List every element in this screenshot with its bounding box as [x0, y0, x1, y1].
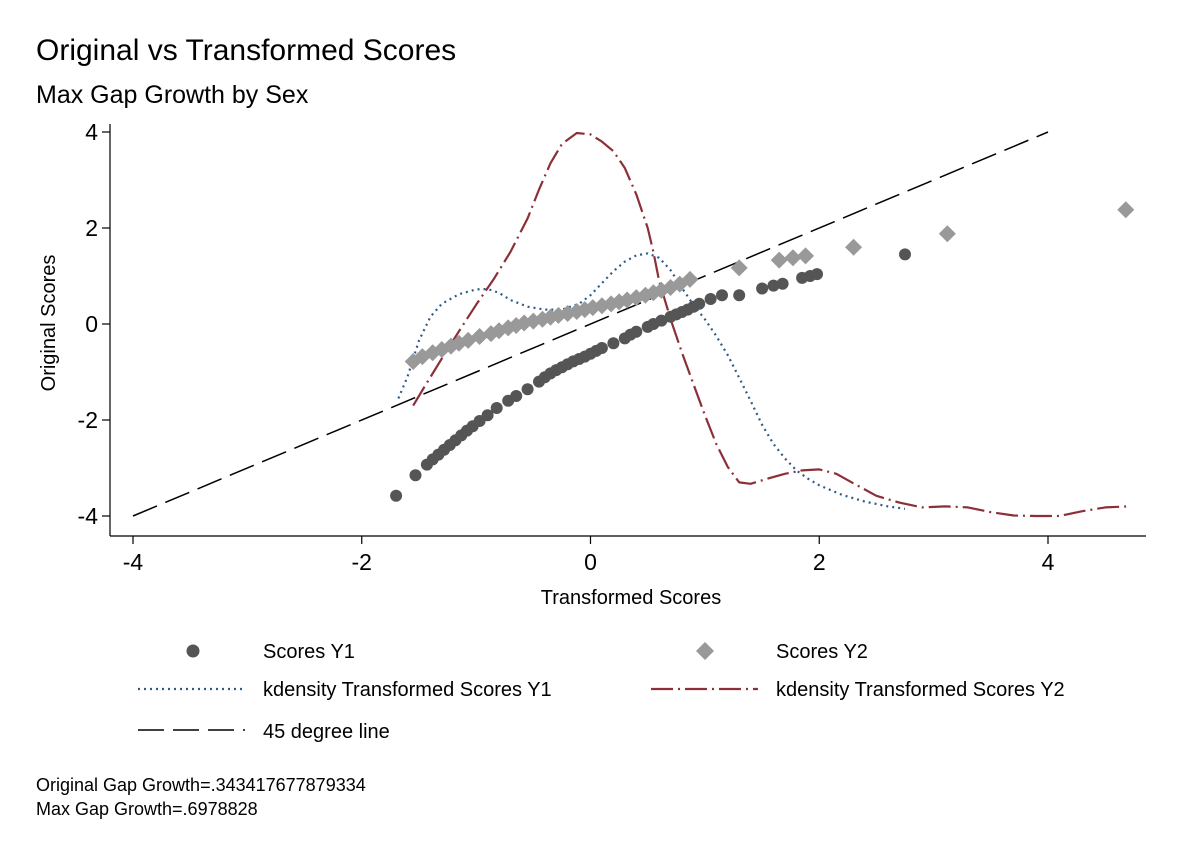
- point-scores-y1-0: [390, 489, 403, 502]
- legend-item-45-degree-line: 45 degree line: [138, 721, 390, 743]
- point-scores-y2-34: [784, 249, 802, 267]
- point-scores-y1-28: [595, 342, 608, 354]
- point-scores-y1-42: [704, 293, 717, 305]
- x-tick-label-3: 2: [813, 549, 826, 575]
- y-tick-label-1: -2: [78, 407, 98, 433]
- point-scores-y1-43: [716, 289, 728, 302]
- point-scores-y1-51: [899, 248, 911, 261]
- point-scores-y1-29: [607, 337, 620, 350]
- legend-label-scores-y2: Scores Y2: [776, 641, 868, 663]
- axes: -4 -2 0 2 4 -4 -2 0 2 4: [78, 119, 1146, 575]
- point-scores-y2-10: [499, 319, 517, 337]
- legend-label-kdensity-y1: kdensity Transformed Scores Y1: [263, 679, 552, 701]
- y-tick-label-2: 0: [85, 311, 98, 337]
- series-line-4: [132, 131, 1049, 517]
- y-tick-label-4: 4: [85, 119, 98, 145]
- y-axis-title: Original Scores: [38, 255, 60, 392]
- point-scores-y1-46: [767, 279, 780, 292]
- legend-item-kdensity-y1: kdensity Transformed Scores Y1: [138, 679, 552, 701]
- point-scores-y1-13: [490, 402, 503, 414]
- y-tick-label-0: -4: [78, 503, 99, 529]
- point-scores-y2-36: [845, 238, 863, 256]
- point-scores-y2-37: [938, 225, 956, 243]
- x-tick-label-4: 4: [1042, 549, 1055, 575]
- legend-label-kdensity-y2: kdensity Transformed Scores Y2: [776, 679, 1065, 701]
- chart-title: Original vs Transformed Scores: [36, 34, 456, 67]
- plot-area: [132, 131, 1135, 518]
- series-line-3: [412, 131, 1129, 518]
- point-scores-y2-31: [681, 270, 699, 288]
- point-scores-y1-12: [481, 409, 494, 422]
- x-tick-label-1: -2: [352, 549, 372, 575]
- point-scores-y1-45: [756, 282, 769, 295]
- note-max-gap-growth: Max Gap Growth=.6978828: [36, 799, 258, 819]
- point-scores-y2-32: [730, 259, 748, 277]
- point-scores-y1-50: [811, 268, 823, 281]
- point-scores-y2-38: [1117, 201, 1135, 219]
- x-axis-title: Transformed Scores: [541, 587, 721, 609]
- x-tick-label-2: 0: [584, 549, 597, 575]
- legend-label-45-degree-line: 45 degree line: [263, 721, 390, 743]
- legend-marker-scores-y1: [186, 644, 200, 658]
- point-scores-y1-41: [693, 297, 706, 310]
- legend: Scores Y1 Scores Y2 kdensity Transformed…: [138, 641, 1065, 743]
- legend-marker-scores-y2: [696, 642, 714, 660]
- point-scores-y2-33: [770, 251, 788, 269]
- point-scores-y2-7: [471, 327, 489, 345]
- legend-item-kdensity-y2: kdensity Transformed Scores Y2: [651, 679, 1065, 701]
- point-scores-y1-16: [521, 383, 534, 396]
- point-scores-y1-47: [776, 277, 789, 290]
- legend-item-scores-y2: Scores Y2: [696, 641, 868, 663]
- legend-label-scores-y1: Scores Y1: [263, 641, 355, 663]
- series-line-2: [397, 252, 906, 510]
- point-scores-y1-32: [630, 325, 643, 338]
- point-scores-y1-1: [409, 469, 422, 482]
- point-scores-y2-35: [797, 247, 815, 265]
- y-tick-label-3: 2: [85, 215, 98, 241]
- legend-item-scores-y1: Scores Y1: [186, 641, 355, 663]
- x-tick-label-0: -4: [123, 549, 144, 575]
- chart-subtitle: Max Gap Growth by Sex: [36, 81, 309, 109]
- note-original-gap-growth: Original Gap Growth=.343417677879334: [36, 775, 366, 795]
- point-scores-y1-35: [655, 314, 668, 327]
- point-scores-y1-15: [510, 390, 523, 402]
- point-scores-y1-44: [733, 289, 746, 302]
